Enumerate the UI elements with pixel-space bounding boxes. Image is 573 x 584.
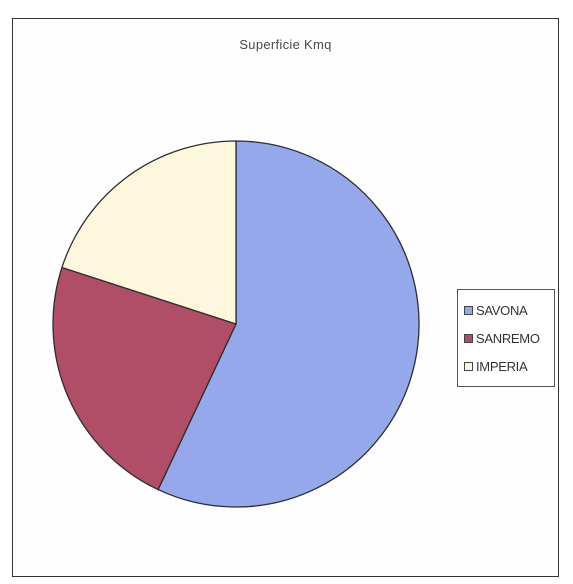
- pie-slice-imperia: [61, 140, 237, 325]
- legend-label: SANREMO: [476, 330, 540, 346]
- legend-label: IMPERIA: [476, 358, 528, 374]
- pie-chart: [52, 140, 420, 508]
- legend-swatch: [464, 333, 473, 343]
- chart-legend: SAVONA SANREMO IMPERIA: [457, 289, 555, 387]
- chart-title: Superficie Kmq: [239, 37, 332, 52]
- legend-label: SAVONA: [476, 302, 528, 318]
- legend-item-imperia: IMPERIA: [464, 352, 554, 380]
- legend-item-savona: SAVONA: [464, 296, 554, 324]
- legend-swatch: [464, 305, 473, 315]
- chart-frame: Superficie Kmq SAVONA SANREMO IMPERIA: [12, 18, 559, 577]
- legend-item-sanremo: SANREMO: [464, 324, 554, 352]
- pie-slice-savona: [157, 140, 420, 508]
- pie-slice-sanremo: [52, 266, 237, 491]
- legend-swatch: [464, 361, 473, 371]
